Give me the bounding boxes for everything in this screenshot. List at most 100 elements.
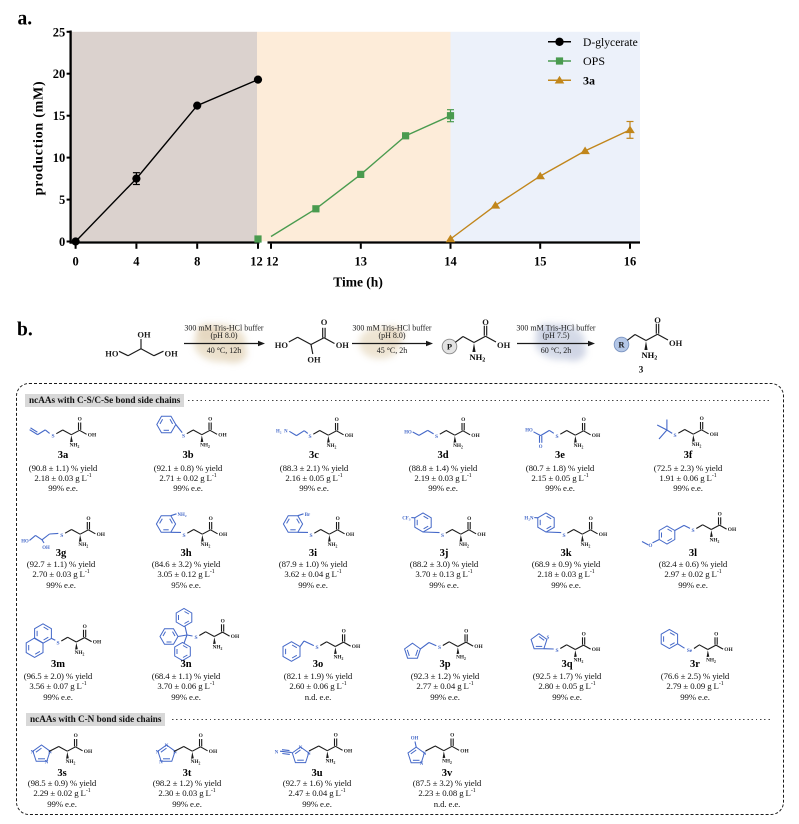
svg-text:OH: OH [344,748,353,754]
svg-text:NH2: NH2 [710,538,720,544]
svg-text:N: N [420,762,424,767]
svg-text:N: N [165,744,169,749]
svg-text:NH2: NH2 [191,759,201,765]
svg-text:20: 20 [53,67,66,81]
svg-text:NH2: NH2 [453,443,463,449]
svg-text:OH: OH [307,355,321,365]
svg-text:S: S [555,434,558,440]
svg-text:O: O [83,624,87,630]
svg-text:60 °C, 2h: 60 °C, 2h [541,346,572,355]
svg-text:25: 25 [53,25,66,39]
svg-text:OH: OH [336,340,350,350]
svg-text:O: O [450,733,454,739]
svg-text:O: O [86,516,90,522]
svg-text:5: 5 [59,193,65,207]
svg-text:0: 0 [59,235,65,249]
svg-text:O: O [589,516,593,522]
svg-text:P: P [447,342,452,352]
svg-text:Se: Se [687,648,693,654]
svg-text:N: N [48,751,52,756]
svg-text:OH: OH [42,546,50,551]
svg-text:N: N [45,760,49,765]
svg-text:(pH 8.0): (pH 8.0) [210,331,237,340]
svg-text:OH: OH [592,647,601,653]
svg-text:HO: HO [105,348,119,358]
svg-text:OH: OH [346,532,355,538]
svg-text:O: O [582,417,586,423]
svg-text:OH: OH [474,644,483,650]
svg-text:NH2: NH2 [78,542,88,548]
svg-text:OH: OH [411,737,419,742]
svg-text:OH: OH [599,532,608,538]
svg-text:production (mM): production (mM) [32,81,47,196]
svg-text:13: 13 [355,255,368,269]
svg-text:OH: OH [669,338,683,348]
svg-text:OH: OH [471,433,480,439]
svg-text:4: 4 [133,255,140,269]
svg-text:NH2: NH2 [334,655,344,661]
svg-text:0: 0 [72,255,78,269]
svg-text:HO: HO [275,340,289,350]
svg-text:NH2: NH2 [327,443,337,449]
svg-text:15: 15 [534,255,547,269]
svg-text:N: N [299,746,303,751]
svg-text:HO: HO [404,430,412,435]
svg-text:12: 12 [250,255,263,269]
svg-text:S: S [182,433,185,439]
svg-text:N: N [156,750,160,755]
svg-text:O: O [208,417,212,423]
svg-text:O: O [700,416,704,422]
svg-text:S: S [441,533,444,539]
svg-text:S: S [673,433,676,439]
svg-text:N: N [275,751,279,756]
svg-text:N: N [159,760,163,765]
svg-text:OH: OH [231,634,240,640]
svg-text:HO: HO [525,428,533,433]
svg-text:O: O [539,445,543,450]
svg-text:O: O [582,631,586,637]
svg-text:OH: OH [345,433,354,439]
svg-text:NH2: NH2 [692,442,702,448]
svg-text:O: O [649,544,653,549]
svg-text:S: S [194,635,197,641]
svg-text:OH: OH [724,647,733,653]
svg-text:300 mM Tris-HCl buffer: 300 mM Tris-HCl buffer [352,324,432,333]
svg-text:S: S [691,528,694,534]
svg-text:NH2: NH2 [581,542,591,548]
svg-text:OH: OH [209,749,218,755]
svg-text:OH: OH [592,433,601,439]
svg-text:S: S [547,636,550,641]
svg-text:40 °C, 12h: 40 °C, 12h [207,346,242,355]
svg-text:N: N [307,752,311,757]
svg-text:OH: OH [728,527,737,533]
svg-text:12: 12 [266,255,279,269]
svg-text:OH: OH [497,340,511,350]
svg-text:NH2: NH2 [70,443,80,449]
svg-text:S: S [56,641,59,647]
svg-text:NH2: NH2 [213,645,223,651]
svg-text:NH2: NH2 [75,650,85,656]
svg-text:NH2: NH2 [326,759,336,765]
svg-text:NH2: NH2 [706,658,716,664]
svg-text:O: O [467,516,471,522]
svg-text:S: S [562,533,565,539]
svg-text:S: S [308,434,311,440]
svg-text:O: O [321,317,328,327]
svg-text:OH: OH [88,432,97,438]
svg-text:R: R [618,340,625,350]
svg-text:O: O [718,511,722,517]
svg-text:N: N [31,750,35,755]
svg-text:NH2: NH2 [328,542,338,548]
svg-text:OH: OH [218,432,227,438]
svg-text:10: 10 [53,151,66,165]
svg-text:O: O [74,733,78,739]
svg-text:300 mM Tris-HCl buffer: 300 mM Tris-HCl buffer [516,324,596,333]
svg-text:S: S [182,533,185,539]
svg-text:NH2: NH2 [574,443,584,449]
svg-text:OH: OH [477,532,486,538]
svg-text:S: S [51,433,54,439]
svg-text:NH2: NH2 [456,655,466,661]
svg-text:OH: OH [165,348,179,358]
svg-text:OH: OH [93,640,102,646]
svg-text:O: O [334,733,338,739]
